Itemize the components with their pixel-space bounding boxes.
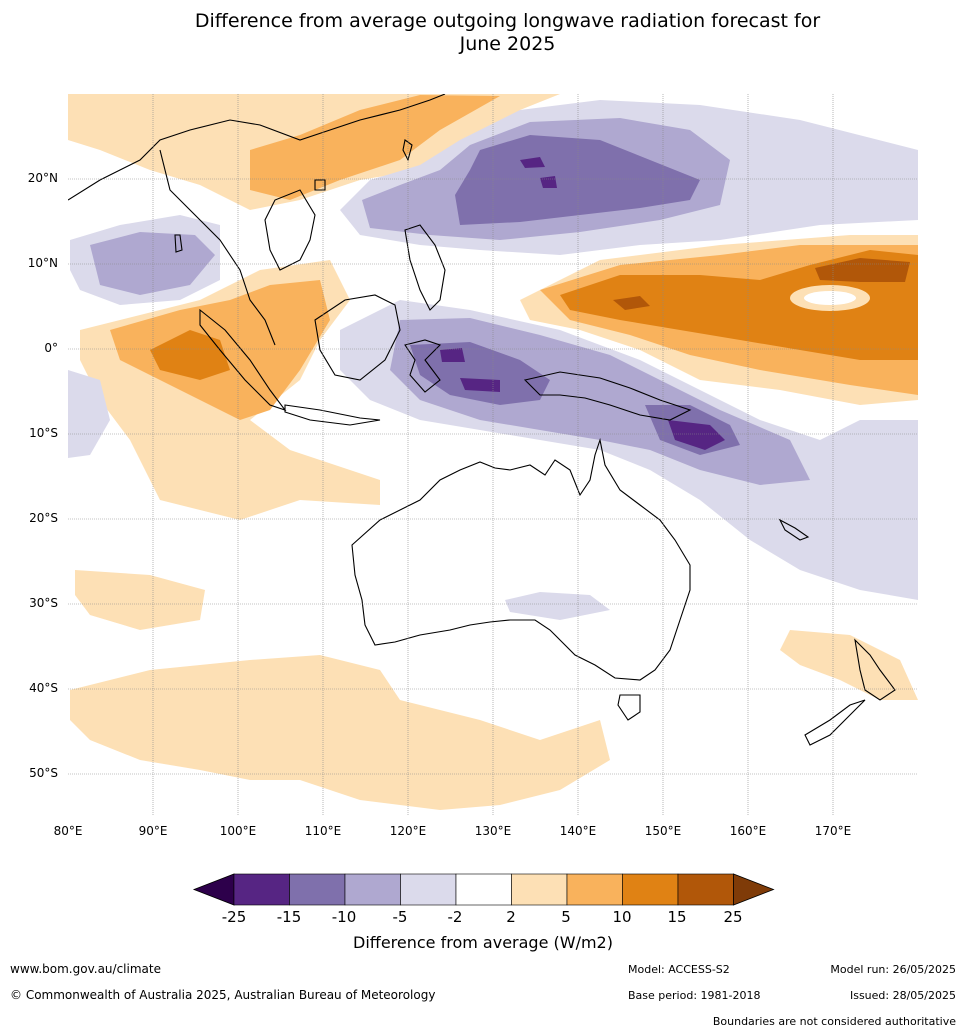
lon-label: 130°E — [474, 824, 512, 838]
coastline-java — [284, 404, 381, 426]
lat-label: 50°S — [29, 766, 58, 780]
anomaly-region-negative-very-strong — [520, 157, 545, 168]
anomaly-region-positive-weak — [780, 630, 918, 700]
coastline-new-guinea — [523, 371, 692, 421]
colorbar-segment — [566, 873, 623, 906]
colorbar-segment — [400, 873, 457, 906]
coastline-new-zealand — [804, 638, 896, 746]
anomaly-region-negative-very-strong — [668, 420, 725, 450]
colorbar-segment — [344, 873, 401, 906]
colorbar — [192, 873, 775, 906]
coastline-sulawesi — [404, 339, 442, 393]
colorbar-tick-label: -2 — [447, 908, 463, 926]
coastlines — [68, 94, 896, 746]
colorbar-segment — [233, 873, 290, 906]
colorbar-tick-label: 2 — [506, 908, 516, 926]
lon-label: 150°E — [644, 824, 682, 838]
lon-label: 170°E — [814, 824, 852, 838]
lon-label: 140°E — [559, 824, 597, 838]
anomaly-region-negative-very-strong — [440, 348, 465, 362]
colorbar-label: Difference from average (W/m2) — [353, 933, 613, 952]
coastline-tasmania — [617, 694, 641, 721]
anomaly-region-positive-very-strong — [613, 296, 650, 310]
lon-label: 100°E — [219, 824, 257, 838]
lat-label: 10°S — [29, 426, 58, 440]
anomaly-region-negative-very-strong — [540, 176, 557, 188]
issued-text: Issued: 28/05/2025 — [849, 989, 956, 1002]
colorbar-tick-label: -10 — [331, 908, 357, 926]
boundaries-note: Boundaries are not considered authoritat… — [712, 1015, 956, 1028]
colorbar-segment — [511, 873, 568, 906]
anomaly-region-negative-weak — [68, 370, 110, 458]
colorbar-under-arrow — [192, 873, 235, 906]
lat-label: 30°S — [29, 596, 58, 610]
lat-label: 10°N — [27, 256, 58, 270]
coastline-sumatra — [199, 308, 287, 412]
coastline-borneo — [314, 294, 401, 381]
model-text: Model: ACCESS-S2 — [628, 963, 730, 976]
anomaly-region-neutral — [804, 291, 856, 305]
colorbar-tick-label: -5 — [392, 908, 408, 926]
lon-label: 160°E — [729, 824, 767, 838]
anomaly-region-negative-weak — [505, 592, 610, 620]
title-line-1: Difference from average outgoing longwav… — [194, 10, 821, 32]
anomaly-region-negative-moderate — [90, 232, 215, 295]
coastline-hainan — [314, 179, 326, 191]
colorbar-segment — [455, 873, 512, 906]
colorbar-tick-label: 5 — [561, 908, 571, 926]
lon-label: 110°E — [304, 824, 342, 838]
lat-label: 40°S — [29, 681, 58, 695]
colorbar-segment — [289, 873, 346, 906]
coastline-asia — [68, 94, 446, 346]
colorbar-segment — [677, 873, 734, 906]
colorbar-tick-label: 25 — [723, 908, 743, 926]
anomaly-region-negative-strong — [455, 135, 700, 225]
lon-label: 80°E — [53, 824, 83, 838]
map-gridlines — [68, 94, 918, 816]
copyright-text: © Commonwealth of Australia 2025, Austra… — [10, 988, 436, 1002]
colorbar-tick-label: 10 — [612, 908, 632, 926]
colorbar-tick-label: -25 — [221, 908, 247, 926]
lon-label: 90°E — [138, 824, 168, 838]
model-run-text: Model run: 26/05/2025 — [830, 963, 956, 976]
colorbar-tick-label: 15 — [667, 908, 687, 926]
coastline-australia — [351, 437, 691, 681]
lat-label: 20°S — [29, 511, 58, 525]
anomaly-region-positive-weak — [75, 570, 205, 630]
anomaly-region-positive-moderate — [250, 95, 500, 200]
lon-label: 120°E — [389, 824, 427, 838]
coastline-new-caledonia — [778, 518, 810, 541]
title-line-2: June 2025 — [459, 33, 556, 55]
anomaly-region-negative-very-strong — [460, 378, 500, 392]
website-link[interactable]: www.bom.gov.au/climate — [10, 962, 161, 976]
colorbar-tick-label: -15 — [276, 908, 302, 926]
coastline-sri-lanka — [174, 234, 183, 253]
coastline-philippines — [404, 224, 446, 311]
lat-label: 0° — [44, 341, 58, 355]
chart-title: Difference from average outgoing longwav… — [0, 10, 965, 56]
anomaly-region-positive-weak — [70, 655, 610, 810]
lat-label: 20°N — [27, 171, 58, 185]
base-period-text: Base period: 1981-2018 — [628, 989, 761, 1002]
anomaly-region-positive-strong — [150, 330, 230, 380]
colorbar-segment — [622, 873, 679, 906]
colorbar-over-arrow — [733, 873, 775, 906]
